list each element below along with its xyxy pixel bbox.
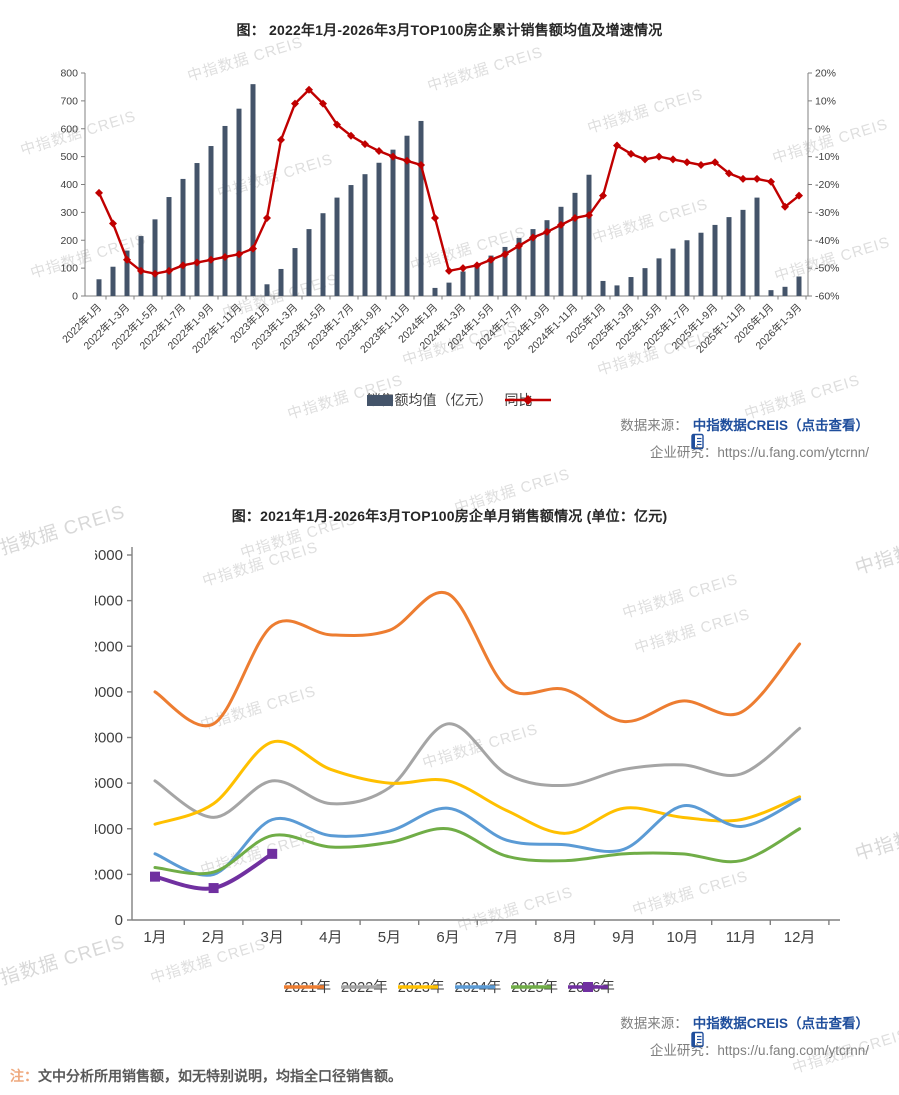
- chart2-legend: 2021年 2022年 2023年 2024年 2025年 2026年: [0, 976, 899, 997]
- source-label: 数据来源：: [620, 1016, 688, 1031]
- monthly-sales-chart: 0 2000 4000 6000 8000 10000 12000 14000 16000 1月 2…: [95, 547, 840, 946]
- svg-text:-60%: -60%: [815, 291, 840, 303]
- svg-text:400: 400: [60, 179, 78, 191]
- line-diamond-swatch-icon: [504, 395, 551, 405]
- svg-text:6000: 6000: [95, 775, 123, 792]
- svg-text:500: 500: [60, 151, 78, 163]
- svg-text:-40%: -40%: [815, 235, 840, 247]
- svg-text:16000: 16000: [95, 547, 123, 564]
- avg-sales-bars: [96, 84, 802, 297]
- research-label: 企业研究：: [649, 445, 718, 460]
- yoy-line: [97, 88, 800, 275]
- svg-text:-50%: -50%: [815, 263, 840, 275]
- svg-text:3月: 3月: [261, 929, 284, 946]
- legend-item-yoy: 同比: [504, 390, 551, 410]
- chart1-legend: 销售额均值（亿元） 同比: [0, 390, 899, 410]
- svg-text:12000: 12000: [95, 638, 123, 655]
- svg-text:600: 600: [60, 123, 78, 135]
- source-label: 数据来源：: [620, 418, 688, 433]
- svg-text:2月: 2月: [202, 929, 225, 946]
- svg-text:0: 0: [115, 912, 123, 929]
- svg-text:10月: 10月: [667, 929, 699, 946]
- svg-text:-10%: -10%: [815, 151, 840, 163]
- svg-text:10000: 10000: [95, 684, 123, 701]
- legend-item-2022年: 2022年: [340, 976, 388, 997]
- svg-text:0: 0: [72, 291, 78, 303]
- svg-text:100: 100: [60, 263, 78, 275]
- svg-text:20%: 20%: [815, 68, 836, 80]
- series-line-2022年: [153, 722, 802, 819]
- svg-text:0%: 0%: [815, 123, 830, 135]
- footnote: 注：文中分析所用销售额，如无特别说明，均指全口径销售额。: [10, 1066, 402, 1086]
- source-block-2: 数据来源： 中指数据CREIS（点击查看） 企业研究：https://u.fang…: [620, 1010, 869, 1064]
- legend-item-avg-sales: 销售额均值（亿元）: [366, 390, 493, 410]
- legend-item-2024年: 2024年: [454, 976, 501, 997]
- line-swatch-icon: [568, 981, 609, 992]
- svg-text:7月: 7月: [495, 929, 518, 946]
- svg-text:5月: 5月: [378, 929, 401, 946]
- chart1-x-labels: 2022年1月2022年1-3月2022年1-5月2022年1-7月2022年1…: [59, 301, 804, 356]
- source-block-1: 数据来源： 中指数据CREIS（点击查看） 企业研究：https://u.fang…: [620, 412, 869, 466]
- series-line-2025年: [153, 827, 802, 876]
- series-line-2023年: [153, 739, 802, 835]
- svg-text:14000: 14000: [95, 593, 123, 610]
- svg-text:4月: 4月: [319, 929, 342, 946]
- line-swatch-icon: [511, 984, 552, 989]
- svg-text:200: 200: [60, 235, 78, 247]
- svg-text:-20%: -20%: [815, 179, 840, 191]
- research-url[interactable]: https://u.fang.com/ytcrnn/: [717, 1043, 869, 1058]
- legend-item-2025年: 2025年: [511, 976, 558, 997]
- footnote-prefix: 注：: [10, 1068, 38, 1084]
- legend-item-2023年: 2023年: [397, 976, 445, 997]
- svg-text:-30%: -30%: [815, 207, 840, 219]
- legend-label-avg-sales: 销售额均值（亿元）: [366, 392, 493, 408]
- line-swatch-icon: [454, 984, 495, 989]
- svg-text:10%: 10%: [815, 95, 836, 107]
- series-markers-2026年: [150, 848, 278, 894]
- svg-text:4000: 4000: [95, 821, 123, 838]
- line-swatch-icon: [397, 984, 438, 989]
- svg-text:11月: 11月: [726, 929, 757, 946]
- svg-text:800: 800: [60, 68, 78, 80]
- series-line-2021年: [153, 590, 802, 728]
- svg-text:1月: 1月: [143, 929, 166, 946]
- legend-item-2026年: 2026年: [568, 976, 615, 997]
- svg-text:12月: 12月: [784, 929, 816, 946]
- research-label: 企业研究：: [649, 1043, 718, 1058]
- cumulative-sales-chart: 0 100 200 300 400 500 600 700 800 -60% -50% -40% -30…: [59, 68, 840, 356]
- chart1-title: 图： 2022年1月-2026年3月TOP100房企累计销售额均值及增速情况: [236, 22, 663, 38]
- footnote-text: 文中分析所用销售额，如无特别说明，均指全口径销售额。: [38, 1068, 402, 1084]
- chart2-title: 图：2021年1月-2026年3月TOP100房企单月销售额情况 (单位：亿元): [231, 508, 668, 524]
- creis-link[interactable]: 中指数据CREIS（点击查看）: [692, 418, 869, 433]
- legend-item-2021年: 2021年: [284, 976, 331, 997]
- svg-text:6月: 6月: [436, 929, 459, 946]
- research-url[interactable]: https://u.fang.com/ytcrnn/: [717, 445, 869, 460]
- series-line-2024年: [153, 797, 802, 877]
- svg-text:700: 700: [60, 95, 78, 107]
- creis-link[interactable]: 中指数据CREIS（点击查看）: [692, 1016, 869, 1031]
- bar-swatch-icon: [366, 394, 393, 406]
- svg-text:2000: 2000: [95, 866, 123, 883]
- line-swatch-icon: [284, 984, 325, 989]
- svg-text:8000: 8000: [95, 730, 123, 747]
- svg-text:9月: 9月: [612, 929, 635, 946]
- line-swatch-icon: [340, 984, 381, 989]
- svg-text:300: 300: [60, 207, 78, 219]
- svg-text:8月: 8月: [554, 929, 577, 946]
- yoy-line-markers: [95, 85, 803, 278]
